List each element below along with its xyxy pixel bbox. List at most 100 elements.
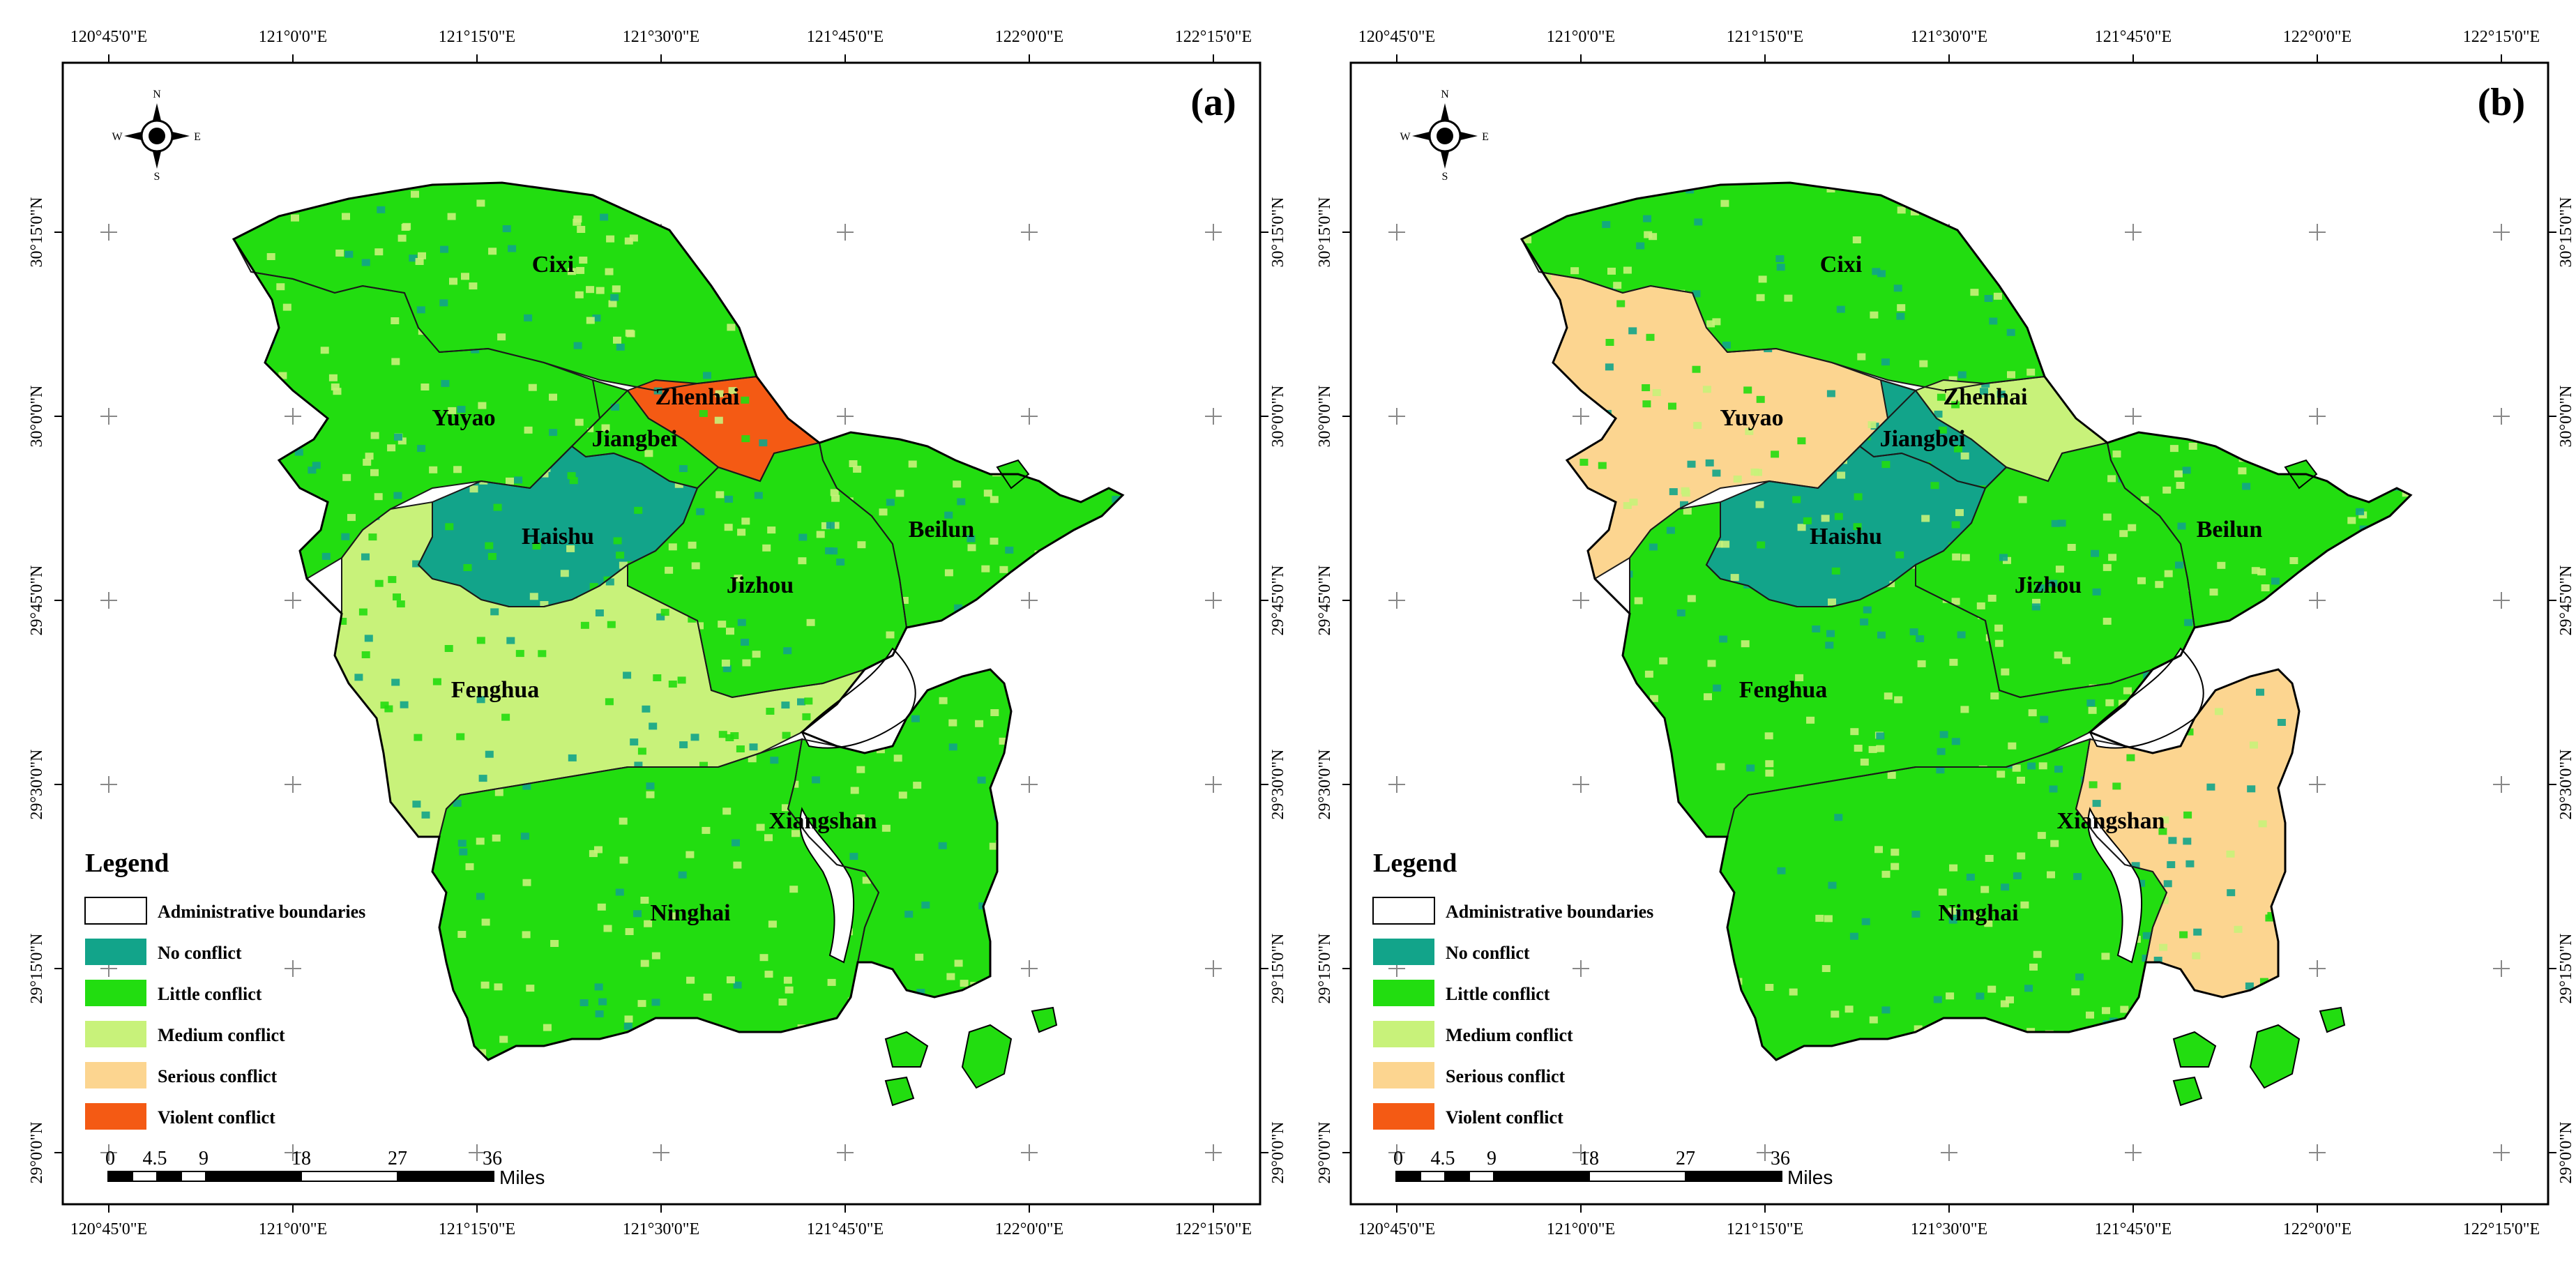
pixel-cell bbox=[1826, 630, 1835, 637]
pixel-cell bbox=[1938, 888, 1947, 896]
pixel-cell bbox=[2404, 586, 2411, 594]
pixel-cell bbox=[1784, 294, 1793, 302]
pixel-cell bbox=[674, 480, 683, 488]
pixel-cell bbox=[531, 1057, 540, 1060]
pixel-cell bbox=[412, 560, 421, 568]
pixel-cell bbox=[1876, 732, 1885, 740]
pixel-cell bbox=[853, 465, 862, 473]
pixel-cell bbox=[640, 897, 649, 904]
pixel-cell bbox=[1952, 553, 1961, 561]
land-layer bbox=[234, 183, 1123, 1060]
pixel-cell bbox=[321, 552, 331, 560]
pixel-cell bbox=[457, 931, 467, 938]
pixel-cell bbox=[2279, 612, 2288, 620]
pixel-cell bbox=[1721, 540, 1730, 548]
pixel-cell bbox=[364, 635, 373, 642]
pixel-cell bbox=[441, 379, 450, 387]
pixel-cell bbox=[1861, 918, 1870, 925]
lon-label-top: 121°0'0"E bbox=[259, 28, 327, 46]
pixel-cell bbox=[237, 568, 246, 575]
pixel-cell bbox=[1716, 763, 1725, 771]
pixel-cell bbox=[2324, 609, 2333, 617]
pixel-cell bbox=[1632, 823, 1641, 830]
lon-label-top: 122°15'0"E bbox=[1175, 28, 1252, 46]
lat-label-right: 29°15'0"N bbox=[2557, 933, 2575, 1003]
pixel-cell bbox=[249, 202, 258, 210]
pixel-cell bbox=[1646, 333, 1655, 341]
pixel-cell bbox=[358, 608, 368, 616]
graticule-cross bbox=[1021, 776, 1038, 793]
graticule-cross bbox=[1021, 224, 1038, 241]
district-label-jizhou: Jizhou bbox=[2015, 572, 2082, 598]
pixel-cell bbox=[688, 541, 697, 549]
pixel-cell bbox=[1949, 658, 1958, 666]
pixel-cell bbox=[597, 903, 606, 911]
lat-label-right: 29°45'0"N bbox=[2557, 565, 2575, 635]
scale-segment bbox=[181, 1171, 206, 1182]
pixel-cell bbox=[759, 439, 768, 447]
pixel-cell bbox=[2284, 985, 2293, 992]
pixel-cell bbox=[1666, 526, 1675, 534]
pixel-cell bbox=[1680, 501, 1688, 508]
pixel-cell bbox=[1938, 426, 1947, 434]
pixel-cell bbox=[1834, 814, 1843, 821]
pixel-cell bbox=[915, 953, 924, 961]
pixel-cell bbox=[1729, 1029, 1738, 1037]
pixel-cell bbox=[849, 460, 858, 467]
pixel-cell bbox=[1803, 517, 1812, 524]
pixel-cell bbox=[2075, 973, 2084, 981]
graticule-cross bbox=[100, 408, 117, 425]
district-fill-fenghua bbox=[335, 502, 865, 837]
pixel-cell bbox=[499, 1035, 508, 1043]
scale-segment bbox=[1444, 1171, 1470, 1182]
pixel-cell bbox=[1528, 496, 1536, 504]
lat-label-left: 29°30'0"N bbox=[28, 749, 46, 819]
pixel-cell bbox=[515, 650, 524, 658]
district-fill-xiangshan bbox=[2076, 669, 2299, 997]
pixel-cell bbox=[624, 1015, 633, 1023]
pixel-cell bbox=[257, 362, 266, 370]
pixel-cell bbox=[977, 776, 986, 784]
pixel-cell bbox=[679, 741, 688, 749]
pixel-cell bbox=[726, 976, 735, 984]
pixel-cell bbox=[637, 1000, 646, 1008]
pixel-cell bbox=[904, 911, 914, 918]
lat-label-left: 29°45'0"N bbox=[28, 565, 46, 635]
pixel-cell bbox=[388, 576, 397, 584]
pixel-cell bbox=[990, 496, 999, 503]
pixel-cell bbox=[2164, 570, 2173, 577]
graticule-cross bbox=[2493, 960, 2510, 977]
lon-label-top: 121°15'0"E bbox=[1727, 28, 1803, 46]
pixel-cell bbox=[2331, 459, 2340, 466]
pixel-cell bbox=[616, 343, 625, 351]
pixel-cell bbox=[1849, 932, 1858, 940]
pixel-cell bbox=[908, 460, 917, 468]
pixel-cell bbox=[695, 622, 704, 630]
lat-label-right: 29°45'0"N bbox=[1269, 565, 1287, 635]
pixel-cell bbox=[2018, 496, 2027, 503]
pixel-cell bbox=[640, 959, 649, 967]
legend-swatch bbox=[85, 939, 146, 965]
district-label-haishu: Haishu bbox=[1810, 524, 1882, 549]
district-fill-jizhou bbox=[628, 443, 907, 697]
lon-label-top: 121°30'0"E bbox=[623, 28, 699, 46]
pixel-cell bbox=[449, 278, 457, 285]
pixel-cell bbox=[1984, 295, 1993, 302]
pixel-cell bbox=[1976, 992, 1985, 1000]
pixel-cell bbox=[1812, 625, 1821, 632]
graticule-cross bbox=[1205, 1144, 1222, 1161]
pixel-cell bbox=[644, 450, 653, 457]
pixel-cell bbox=[668, 543, 677, 551]
pixel-cell bbox=[1860, 758, 1869, 766]
pixel-cell bbox=[605, 268, 614, 275]
graticule-cross bbox=[2493, 776, 2510, 793]
pixel-cell bbox=[895, 490, 904, 497]
district-label-zhenhai: Zhenhai bbox=[656, 384, 740, 410]
pixel-cell bbox=[2000, 1000, 2009, 1008]
pixel-cell bbox=[2209, 589, 2218, 596]
pixel-cell bbox=[478, 402, 487, 409]
pixel-cell bbox=[409, 255, 418, 262]
pixel-cell bbox=[1957, 631, 1966, 639]
pixel-cell bbox=[1538, 312, 1547, 319]
pixel-cell bbox=[1730, 574, 1739, 582]
